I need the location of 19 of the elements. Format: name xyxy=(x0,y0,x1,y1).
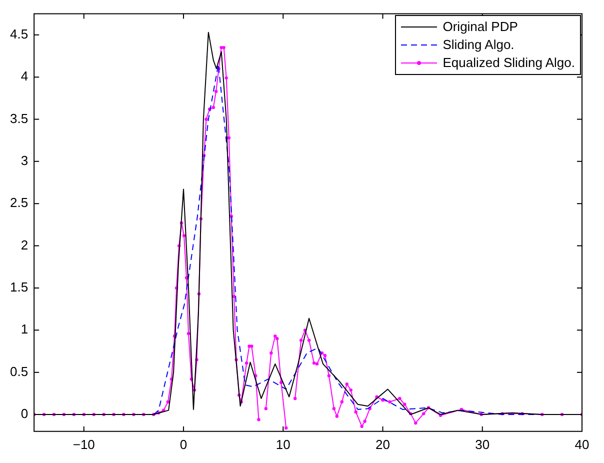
x-tick-label: 10 xyxy=(276,436,290,452)
x-tick-label: 40 xyxy=(574,436,590,452)
y-tick-label: 1.5 xyxy=(10,280,28,295)
y-tick-label: 2.5 xyxy=(10,195,28,210)
x-tick-label: −10 xyxy=(72,436,95,452)
y-tick-label: 4 xyxy=(20,68,28,84)
y-tick-label: 1 xyxy=(20,322,28,337)
y-tick-label: 0.5 xyxy=(10,364,28,379)
legend-label: Original PDP xyxy=(442,19,518,34)
y-tick-label: 2 xyxy=(20,237,28,252)
legend-label: Equalized Sliding Algo. xyxy=(442,55,575,70)
x-tick-label: 30 xyxy=(475,436,490,452)
legend-label: Sliding Algo. xyxy=(442,37,514,52)
y-tick-label: 3.5 xyxy=(10,110,28,126)
x-tick-label: 0 xyxy=(180,436,188,452)
y-tick-label: 3 xyxy=(20,153,28,168)
x-tick-label: 20 xyxy=(376,436,390,452)
y-tick-label: 0 xyxy=(20,406,28,422)
y-tick-label: 4.5 xyxy=(10,26,28,42)
